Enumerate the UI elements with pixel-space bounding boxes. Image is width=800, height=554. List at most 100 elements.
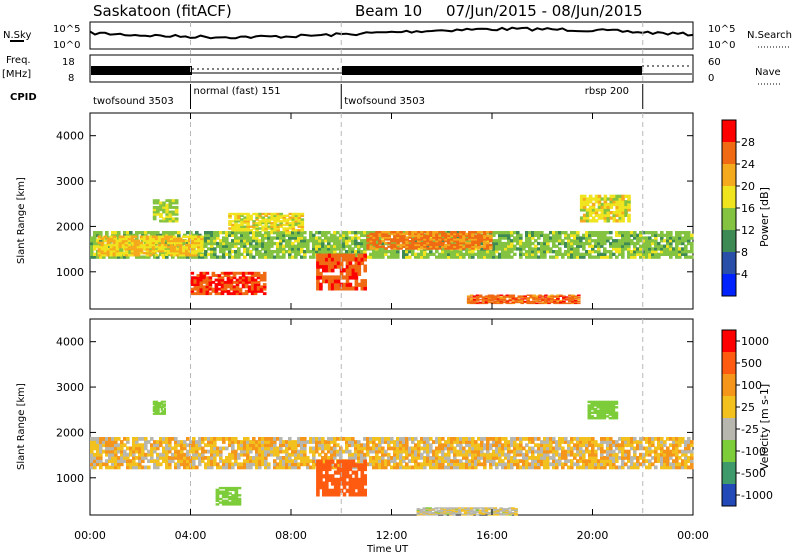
power-cell bbox=[316, 260, 320, 266]
power-cell bbox=[654, 255, 658, 259]
power-cell bbox=[603, 250, 607, 254]
power-cell bbox=[666, 231, 670, 235]
power-cell bbox=[475, 299, 480, 302]
power-cell bbox=[372, 247, 376, 250]
power-cell bbox=[550, 295, 554, 297]
velocity-cell bbox=[588, 465, 592, 470]
velocity-cell bbox=[156, 446, 160, 451]
power-cell bbox=[552, 250, 556, 254]
power-cell bbox=[426, 232, 430, 236]
power-cell bbox=[243, 233, 247, 237]
power-cell bbox=[363, 241, 367, 246]
power-cell bbox=[559, 294, 563, 296]
velocity-cell bbox=[294, 449, 298, 454]
velocity-cell bbox=[372, 459, 376, 463]
power-cell bbox=[297, 231, 301, 235]
power-cell bbox=[220, 285, 225, 289]
velocity-cell bbox=[657, 440, 661, 444]
power-cell bbox=[498, 252, 502, 256]
velocity-cell bbox=[576, 443, 580, 448]
velocity-cell bbox=[318, 440, 322, 444]
power-cell bbox=[133, 239, 138, 243]
velocity-cell bbox=[525, 452, 529, 457]
velocity-cell bbox=[393, 446, 397, 451]
power-cell bbox=[96, 231, 100, 235]
power-cell bbox=[177, 233, 181, 237]
power-cell bbox=[576, 239, 580, 243]
velocity-cell bbox=[102, 440, 106, 444]
power-cell bbox=[559, 302, 563, 305]
power-cell bbox=[333, 264, 338, 269]
power-cell bbox=[250, 276, 255, 280]
velocity-cell bbox=[399, 452, 403, 457]
power-cell bbox=[330, 282, 335, 287]
power-cell bbox=[169, 235, 174, 239]
velocity-cell bbox=[447, 452, 451, 457]
velocity-cell bbox=[378, 449, 382, 454]
velocity-cell bbox=[525, 462, 529, 467]
velocity-cell bbox=[564, 456, 568, 460]
velocity-cell bbox=[687, 443, 691, 448]
power-cell bbox=[517, 300, 522, 303]
power-cell bbox=[504, 244, 508, 248]
velocity-cell bbox=[372, 437, 376, 441]
power-cell bbox=[348, 236, 352, 240]
velocity-cell bbox=[270, 437, 274, 441]
power-cell bbox=[657, 233, 661, 237]
velocity-cell bbox=[636, 456, 640, 460]
power-cell bbox=[148, 249, 153, 253]
power-cell bbox=[532, 294, 536, 296]
power-cell bbox=[165, 233, 169, 237]
power-cell bbox=[243, 247, 247, 251]
power-cell bbox=[348, 257, 353, 262]
velocity-cell bbox=[582, 449, 586, 454]
velocity-cell bbox=[576, 437, 580, 441]
power-cell bbox=[240, 225, 244, 228]
power-cell bbox=[505, 300, 510, 303]
power-cell bbox=[690, 255, 694, 259]
power-cell bbox=[244, 285, 249, 289]
power-cell bbox=[600, 231, 604, 235]
velocity-cell bbox=[372, 446, 376, 451]
velocity-cell bbox=[240, 446, 244, 451]
velocity-cell bbox=[540, 459, 544, 463]
velocity-cell bbox=[221, 492, 226, 495]
power-cell bbox=[153, 233, 157, 237]
velocity-cell bbox=[93, 446, 97, 451]
power-cell bbox=[399, 231, 403, 234]
freq-label-2: [MHz] bbox=[2, 69, 31, 80]
power-cell bbox=[453, 252, 457, 256]
velocity-cell bbox=[504, 446, 508, 451]
power-cell bbox=[633, 231, 637, 235]
velocity-cell bbox=[366, 437, 370, 441]
power-cell bbox=[204, 241, 208, 246]
velocity-cell bbox=[549, 440, 553, 444]
power-cell bbox=[345, 264, 350, 269]
nave-tick-top: 60 bbox=[708, 57, 721, 68]
power-cell bbox=[447, 231, 451, 235]
power-cell bbox=[585, 236, 589, 240]
power-cell bbox=[369, 232, 373, 236]
power-cell bbox=[475, 298, 480, 300]
velocity-cell bbox=[633, 452, 637, 457]
velocity-cell bbox=[117, 437, 121, 441]
power-cell bbox=[288, 212, 293, 216]
velocity-cell bbox=[303, 443, 307, 448]
power-cell bbox=[486, 238, 490, 241]
power-cell bbox=[297, 221, 302, 225]
velocity-cell bbox=[633, 462, 637, 467]
power-cell bbox=[579, 241, 583, 246]
power-cell bbox=[222, 244, 226, 248]
power-cell bbox=[178, 241, 183, 245]
power-cell bbox=[660, 233, 664, 237]
velocity-cell bbox=[621, 437, 625, 441]
power-cell bbox=[228, 214, 232, 217]
velocity-cell bbox=[591, 462, 595, 467]
power-cell bbox=[136, 239, 141, 243]
power-cell bbox=[562, 298, 566, 300]
power-cell bbox=[480, 238, 484, 241]
power-cell bbox=[222, 231, 226, 235]
velocity-cell bbox=[360, 449, 364, 454]
power-cell bbox=[172, 249, 177, 253]
velocity-cell bbox=[453, 465, 457, 470]
